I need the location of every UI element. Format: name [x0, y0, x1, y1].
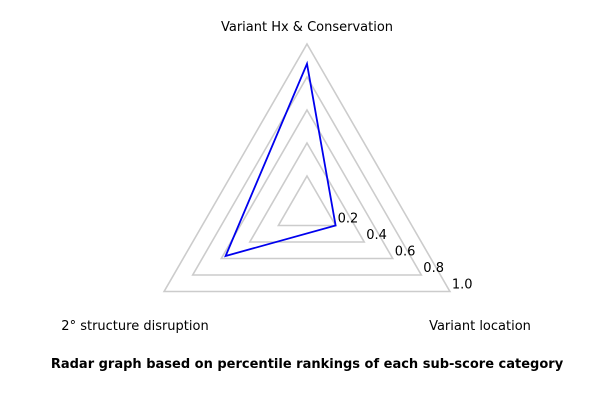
grid-ring-0.4 — [248, 141, 366, 243]
axis-label-right: Variant location — [429, 319, 531, 334]
axis-label-left: 2° structure disruption — [61, 319, 208, 334]
grid-ring-0.2 — [277, 174, 337, 227]
grid-ring-0.8 — [191, 75, 423, 276]
tick-label-1.0: 1.0 — [452, 278, 473, 293]
chart-caption: Radar graph based on percentile rankings… — [50, 357, 564, 372]
tick-label-0.4: 0.4 — [366, 228, 387, 243]
grid-ring-1 — [162, 42, 452, 293]
axis-labels: Variant Hx & Conservation Variant locati… — [61, 20, 531, 334]
tick-label-0.6: 0.6 — [395, 245, 416, 260]
radial-tick-labels: 0.2 0.4 0.6 0.8 1.0 — [338, 212, 473, 293]
radar-grid — [162, 42, 452, 293]
axis-label-top: Variant Hx & Conservation — [221, 20, 393, 35]
tick-label-0.8: 0.8 — [423, 261, 444, 276]
radar-series — [224, 60, 337, 258]
tick-label-0.2: 0.2 — [338, 212, 359, 227]
grid-ring-0.6 — [219, 108, 395, 260]
series-line-0 — [224, 60, 337, 258]
